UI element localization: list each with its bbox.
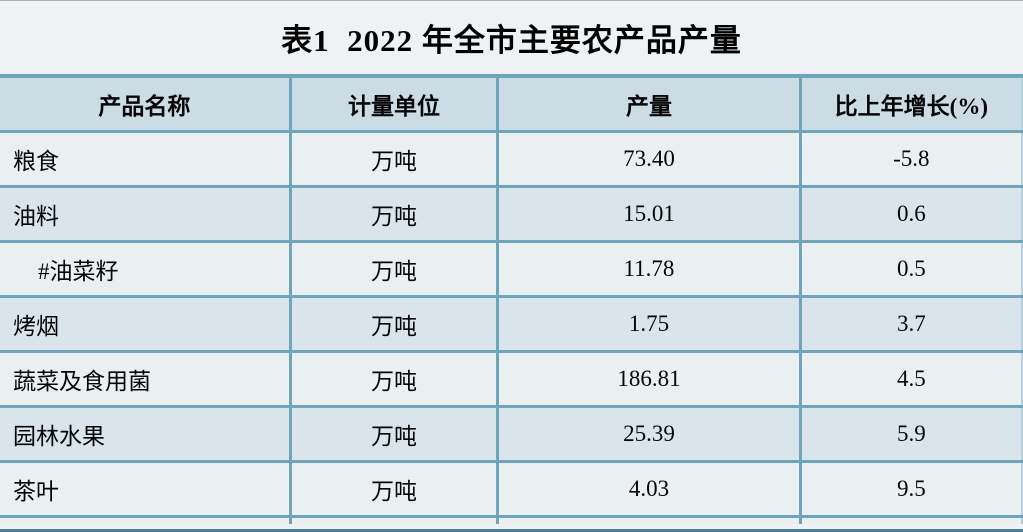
growth-cell: 0.6 (798, 185, 1023, 243)
unit-cell: 万吨 (288, 350, 500, 408)
table-row: 茶叶 万吨 4.03 9.5 (0, 460, 1023, 518)
growth-cell: 4.5 (798, 350, 1023, 408)
table-header-row: 产品名称 计量单位 产量 比上年增长(%) (0, 74, 1023, 133)
agricultural-output-table: 产品名称 计量单位 产量 比上年增长(%) 粮食 万吨 73.40 -5.8 油… (0, 74, 1023, 524)
unit-cell: 万吨 (288, 240, 500, 298)
table-row: 园林水果 万吨 25.39 5.9 (0, 405, 1023, 463)
table-title: 表1 2022 年全市主要农产品产量 (281, 23, 742, 58)
table-row: #油菜籽 万吨 11.78 0.5 (0, 240, 1023, 298)
unit-cell: 万吨 (288, 295, 500, 353)
table-bottom-strip (0, 515, 1023, 524)
output-cell: 73.40 (496, 130, 802, 188)
output-cell: 15.01 (496, 185, 802, 243)
table-row: 粮食 万吨 73.40 -5.8 (0, 130, 1023, 188)
growth-cell: 0.5 (798, 240, 1023, 298)
product-name-cell: #油菜籽 (0, 240, 292, 298)
growth-cell: 3.7 (798, 295, 1023, 353)
header-output: 产量 (496, 74, 802, 133)
growth-cell: 9.5 (798, 460, 1023, 518)
growth-cell: -5.8 (798, 130, 1023, 188)
product-name-cell: 烤烟 (0, 295, 292, 353)
unit-cell: 万吨 (288, 130, 500, 188)
output-cell: 11.78 (496, 240, 802, 298)
product-name-cell: 蔬菜及食用菌 (0, 350, 292, 408)
header-growth: 比上年增长(%) (798, 74, 1023, 133)
table-row: 油料 万吨 15.01 0.6 (0, 185, 1023, 243)
output-cell: 4.03 (496, 460, 802, 518)
output-cell: 1.75 (496, 295, 802, 353)
table-row: 烤烟 万吨 1.75 3.7 (0, 295, 1023, 353)
output-cell: 186.81 (496, 350, 802, 408)
table-row: 蔬菜及食用菌 万吨 186.81 4.5 (0, 350, 1023, 408)
unit-cell: 万吨 (288, 405, 500, 463)
product-name-cell: 粮食 (0, 130, 292, 188)
output-cell: 25.39 (496, 405, 802, 463)
unit-cell: 万吨 (288, 185, 500, 243)
growth-cell: 5.9 (798, 405, 1023, 463)
header-product-name: 产品名称 (0, 74, 292, 133)
product-name-cell: 油料 (0, 185, 292, 243)
product-name-cell: 茶叶 (0, 460, 292, 518)
unit-cell: 万吨 (288, 460, 500, 518)
product-name-cell: 园林水果 (0, 405, 292, 463)
header-unit: 计量单位 (288, 74, 500, 133)
